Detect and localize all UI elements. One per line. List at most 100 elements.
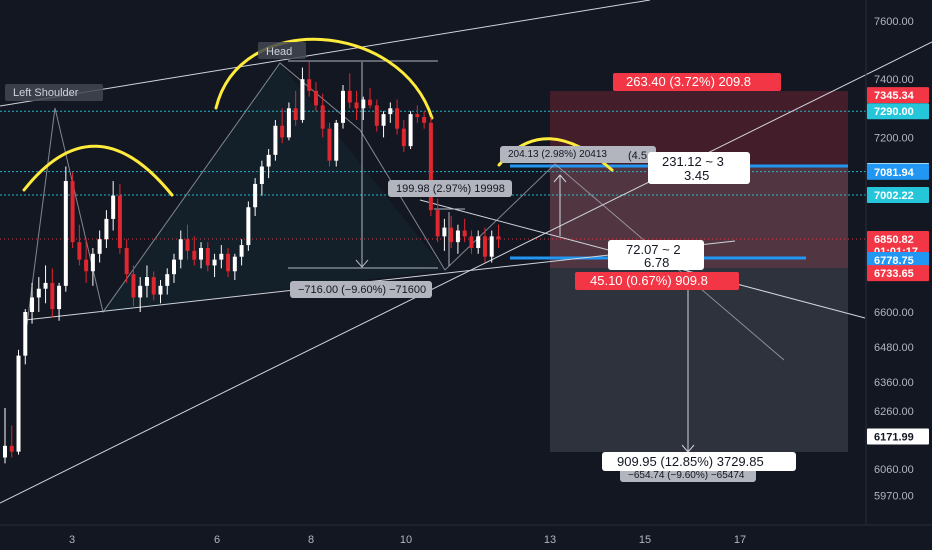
time-tick-label: 15 [639,534,651,546]
candle-body [212,259,217,266]
left-shoulder-arc[interactable] [22,144,174,197]
candle [455,224,460,254]
price-label-badge: 7081.94 [867,163,929,180]
candle [232,253,237,280]
candle-body [246,207,251,246]
candle [462,218,467,243]
candle [151,271,156,301]
candle [489,230,494,263]
candle [469,230,474,254]
candle-body [482,236,487,257]
candle [388,102,393,123]
candle-body [111,195,116,219]
candle [23,309,28,365]
price-badge-text: 7002.22 [874,190,914,202]
candle [482,227,487,263]
price-label-badge: 7345.34 [867,87,929,104]
candle-body [334,122,339,161]
candle-body [455,230,460,243]
candle [90,247,95,286]
candle-body [43,282,48,289]
time-tick-label: 17 [734,534,746,546]
time-tick-label: 10 [400,534,412,546]
drop-range-label: 199.98 (2.97%) 19998 [396,183,505,195]
candle-body [239,245,244,257]
candle [341,85,345,129]
candle [415,105,420,123]
price-badge-text: 6778.75 [874,255,914,267]
candle [144,265,149,298]
price-badge-text: 6733.65 [874,268,914,280]
left-shoulder-label: Left Shoulder [13,87,79,99]
upper-trendline[interactable] [0,0,651,107]
ratio2-line1: 72.07 ~ 2 [626,242,681,257]
price-axis[interactable]: 7600.00 7400.00 7200.00 6600.00 6480.00 6360.… [865,0,929,525]
candle-body [16,355,21,452]
candle-body [320,105,325,129]
price-tick-label: 7400.00 [874,74,914,86]
candle [408,111,413,150]
candle [442,218,447,251]
candle [428,117,433,216]
candle-body [104,218,109,240]
short-position-tool[interactable] [510,91,848,452]
candle [293,90,298,126]
candle [435,198,440,243]
candle-body [354,102,359,109]
candle-body [462,230,467,237]
candle-body [205,247,210,266]
candle-body [327,128,332,161]
candle-body [97,239,102,254]
candle-body [77,242,82,260]
candle [192,236,197,266]
time-axis[interactable]: 3 6 8 10 13 15 17 [0,524,932,546]
candle-body [374,105,379,126]
candle [334,119,339,167]
price-badge-bg [867,265,929,282]
candle-body [449,227,454,243]
candle-body [151,277,156,295]
price-badge-bg [867,251,929,268]
annotation-labels: Left Shoulder Head −716.00 (−9.60%) −716… [5,42,796,482]
candle-body [388,108,393,115]
price-label-badge: 6171.99 [867,428,929,445]
candle [253,178,258,216]
candle-body [70,181,75,243]
candle-body [226,253,231,272]
candle-body [273,125,278,155]
candle-body [395,108,400,129]
candle [205,242,210,272]
candle-body [3,445,7,458]
candle-body [90,253,95,272]
pattern-zigzag[interactable] [26,62,785,361]
price-badge-bg [867,428,929,445]
candle-body [192,250,197,260]
candle-body [347,90,352,103]
candle-body [368,99,373,106]
candle [172,253,176,283]
candle [70,172,75,248]
candle-body [9,445,14,452]
candle [57,282,62,321]
candle [111,181,116,231]
right-range-suffix: (4.5 [628,150,647,162]
candle [327,122,332,167]
head-label: Head [266,46,292,58]
rising-trendline[interactable] [0,41,932,504]
candle-body [293,108,298,120]
candle-body [144,277,149,286]
candle [307,61,312,97]
candle [199,242,204,269]
candle-body [442,227,447,237]
candle [259,160,264,196]
candle-body [158,285,163,295]
candle-body [199,247,204,260]
candle-body [415,114,420,118]
candle [300,67,305,123]
candle [50,268,55,318]
candle-body [361,99,366,109]
candle-body [50,282,55,310]
ratio1-line1: 231.12 ~ 3 [662,154,724,169]
head-arc[interactable] [214,37,434,120]
